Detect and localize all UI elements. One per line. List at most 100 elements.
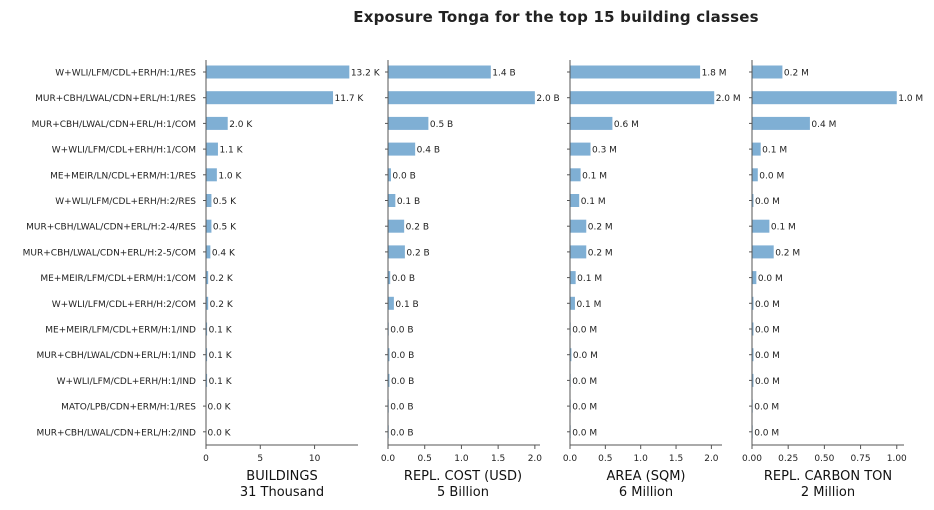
- data-label: 0.0 M: [755, 351, 780, 361]
- bar: [388, 194, 396, 207]
- bar: [206, 245, 211, 259]
- x-tick-label: 0.75: [851, 454, 871, 464]
- xlabel-text: REPL. CARBON TON: [763, 469, 893, 484]
- data-label: 2.0 K: [229, 120, 253, 130]
- data-label: 1.0 K: [218, 171, 242, 181]
- data-label: 0.0 B: [391, 351, 414, 361]
- data-label: 13.2 K: [351, 69, 381, 79]
- bar: [570, 91, 715, 105]
- xlabel-text: BUILDINGS: [246, 469, 318, 484]
- data-label: 0.1 K: [209, 326, 233, 336]
- bar: [206, 348, 208, 362]
- data-label: 0.2 M: [588, 223, 613, 233]
- data-label: 0.5 K: [213, 197, 237, 207]
- bar: [570, 245, 587, 259]
- data-label: 0.4 K: [212, 248, 236, 258]
- category-label: MUR+CBH/LWAL/CDN+ERL/H:1/RES: [35, 94, 196, 104]
- data-label: 0.0 M: [759, 171, 784, 181]
- bar: [206, 322, 208, 336]
- chart-title: Exposure Tonga for the top 15 building c…: [353, 8, 759, 26]
- x-tick-label: 1.0: [454, 454, 469, 464]
- xlabel-subtitle: 31 Thousand: [239, 485, 325, 500]
- category-label: W+WLI/LFM/CDL+ERH/H:2/RES: [55, 197, 196, 207]
- data-label: 0.3 M: [592, 146, 617, 156]
- data-label: 0.0 B: [390, 403, 413, 413]
- bar: [388, 219, 405, 233]
- data-label: 2.0 M: [716, 94, 741, 104]
- bar: [388, 142, 416, 156]
- xlabel-carbon: REPL. CARBON TON 2 Million: [744, 469, 912, 501]
- data-label: 0.5 B: [430, 120, 453, 130]
- data-label: 0.2 K: [210, 300, 234, 310]
- x-tick-label: 0.25: [778, 454, 798, 464]
- category-label: ME+MEIR/LFM/CDL+ERM/H:1/IND: [45, 326, 196, 336]
- bar: [570, 219, 587, 233]
- bar: [206, 373, 208, 387]
- x-tick-label: 0.0: [381, 454, 396, 464]
- bar: [388, 348, 390, 362]
- category-label: W+WLI/LFM/CDL+ERH/H:1/COM: [52, 146, 196, 156]
- data-label: 1.1 K: [219, 146, 243, 156]
- data-label: 0.2 B: [406, 248, 429, 258]
- bar: [752, 245, 774, 259]
- data-label: 0.1 M: [576, 300, 601, 310]
- xlabel-area: AREA (SQM) 6 Million: [566, 469, 726, 501]
- data-label: 0.0 M: [754, 428, 779, 438]
- data-label: 0.0 M: [755, 326, 780, 336]
- data-label: 0.0 K: [208, 428, 232, 438]
- data-label: 0.2 B: [406, 223, 429, 233]
- bar: [206, 142, 218, 156]
- x-tick-label: 1.5: [491, 454, 505, 464]
- bar: [570, 194, 580, 207]
- x-tick-label: 5: [257, 454, 263, 464]
- bar: [206, 116, 228, 130]
- data-label: 0.0 M: [755, 300, 780, 310]
- data-label: 2.0 B: [536, 94, 559, 104]
- data-label: 0.0 M: [754, 403, 779, 413]
- bar: [752, 142, 761, 156]
- data-label: 0.4 B: [417, 146, 440, 156]
- bar: [206, 219, 212, 233]
- bar: [388, 65, 491, 79]
- x-tick-label: 0.5: [598, 454, 612, 464]
- bar: [570, 116, 613, 130]
- bar: [206, 168, 217, 182]
- data-label: 0.1 M: [762, 146, 787, 156]
- category-label: MUR+CBH/LWAL/CDN+ERL/H:2/IND: [36, 428, 196, 438]
- category-label: MUR+CBH/LWAL/CDN+ERL/H:1/COM: [32, 120, 196, 130]
- x-tick-label: 10: [309, 454, 321, 464]
- category-label: MUR+CBH/LWAL/CDN+ERL/H:1/IND: [36, 351, 196, 361]
- category-label: ME+MEIR/LN/CDL+ERM/H:1/RES: [50, 171, 196, 181]
- data-label: 0.0 M: [758, 274, 783, 284]
- data-label: 0.0 M: [755, 197, 780, 207]
- category-label: W+WLI/LFM/CDL+ERH/H:1/IND: [57, 377, 196, 387]
- xlabel-text: REPL. COST (USD): [403, 469, 523, 484]
- x-tick-label: 1.5: [669, 454, 683, 464]
- bar: [752, 322, 754, 336]
- bar: [388, 373, 390, 387]
- bar: [752, 168, 758, 182]
- bar: [388, 168, 391, 182]
- xlabel-buildings: BUILDINGS 31 Thousand: [206, 469, 358, 501]
- bar: [206, 271, 209, 285]
- bar: [570, 348, 572, 362]
- bar: [570, 142, 591, 156]
- data-label: 0.2 M: [784, 69, 809, 79]
- x-tick-label: 1.0: [634, 454, 649, 464]
- bar: [388, 245, 405, 259]
- x-tick-label: 2.0: [528, 454, 543, 464]
- data-label: 0.0 M: [755, 377, 780, 387]
- data-label: 0.0 B: [390, 428, 413, 438]
- data-label: 0.0 M: [572, 428, 597, 438]
- data-label: 0.2 M: [775, 248, 800, 258]
- data-label: 0.2 K: [210, 274, 234, 284]
- data-label: 0.5 K: [213, 223, 237, 233]
- data-label: 0.0 M: [573, 351, 598, 361]
- xlabel-subtitle: 2 Million: [800, 485, 856, 500]
- x-tick-label: 2.0: [704, 454, 719, 464]
- data-label: 0.1 M: [577, 274, 602, 284]
- bar: [752, 373, 754, 387]
- bar: [752, 65, 783, 79]
- bar: [388, 296, 394, 310]
- data-label: 11.7 K: [335, 94, 365, 104]
